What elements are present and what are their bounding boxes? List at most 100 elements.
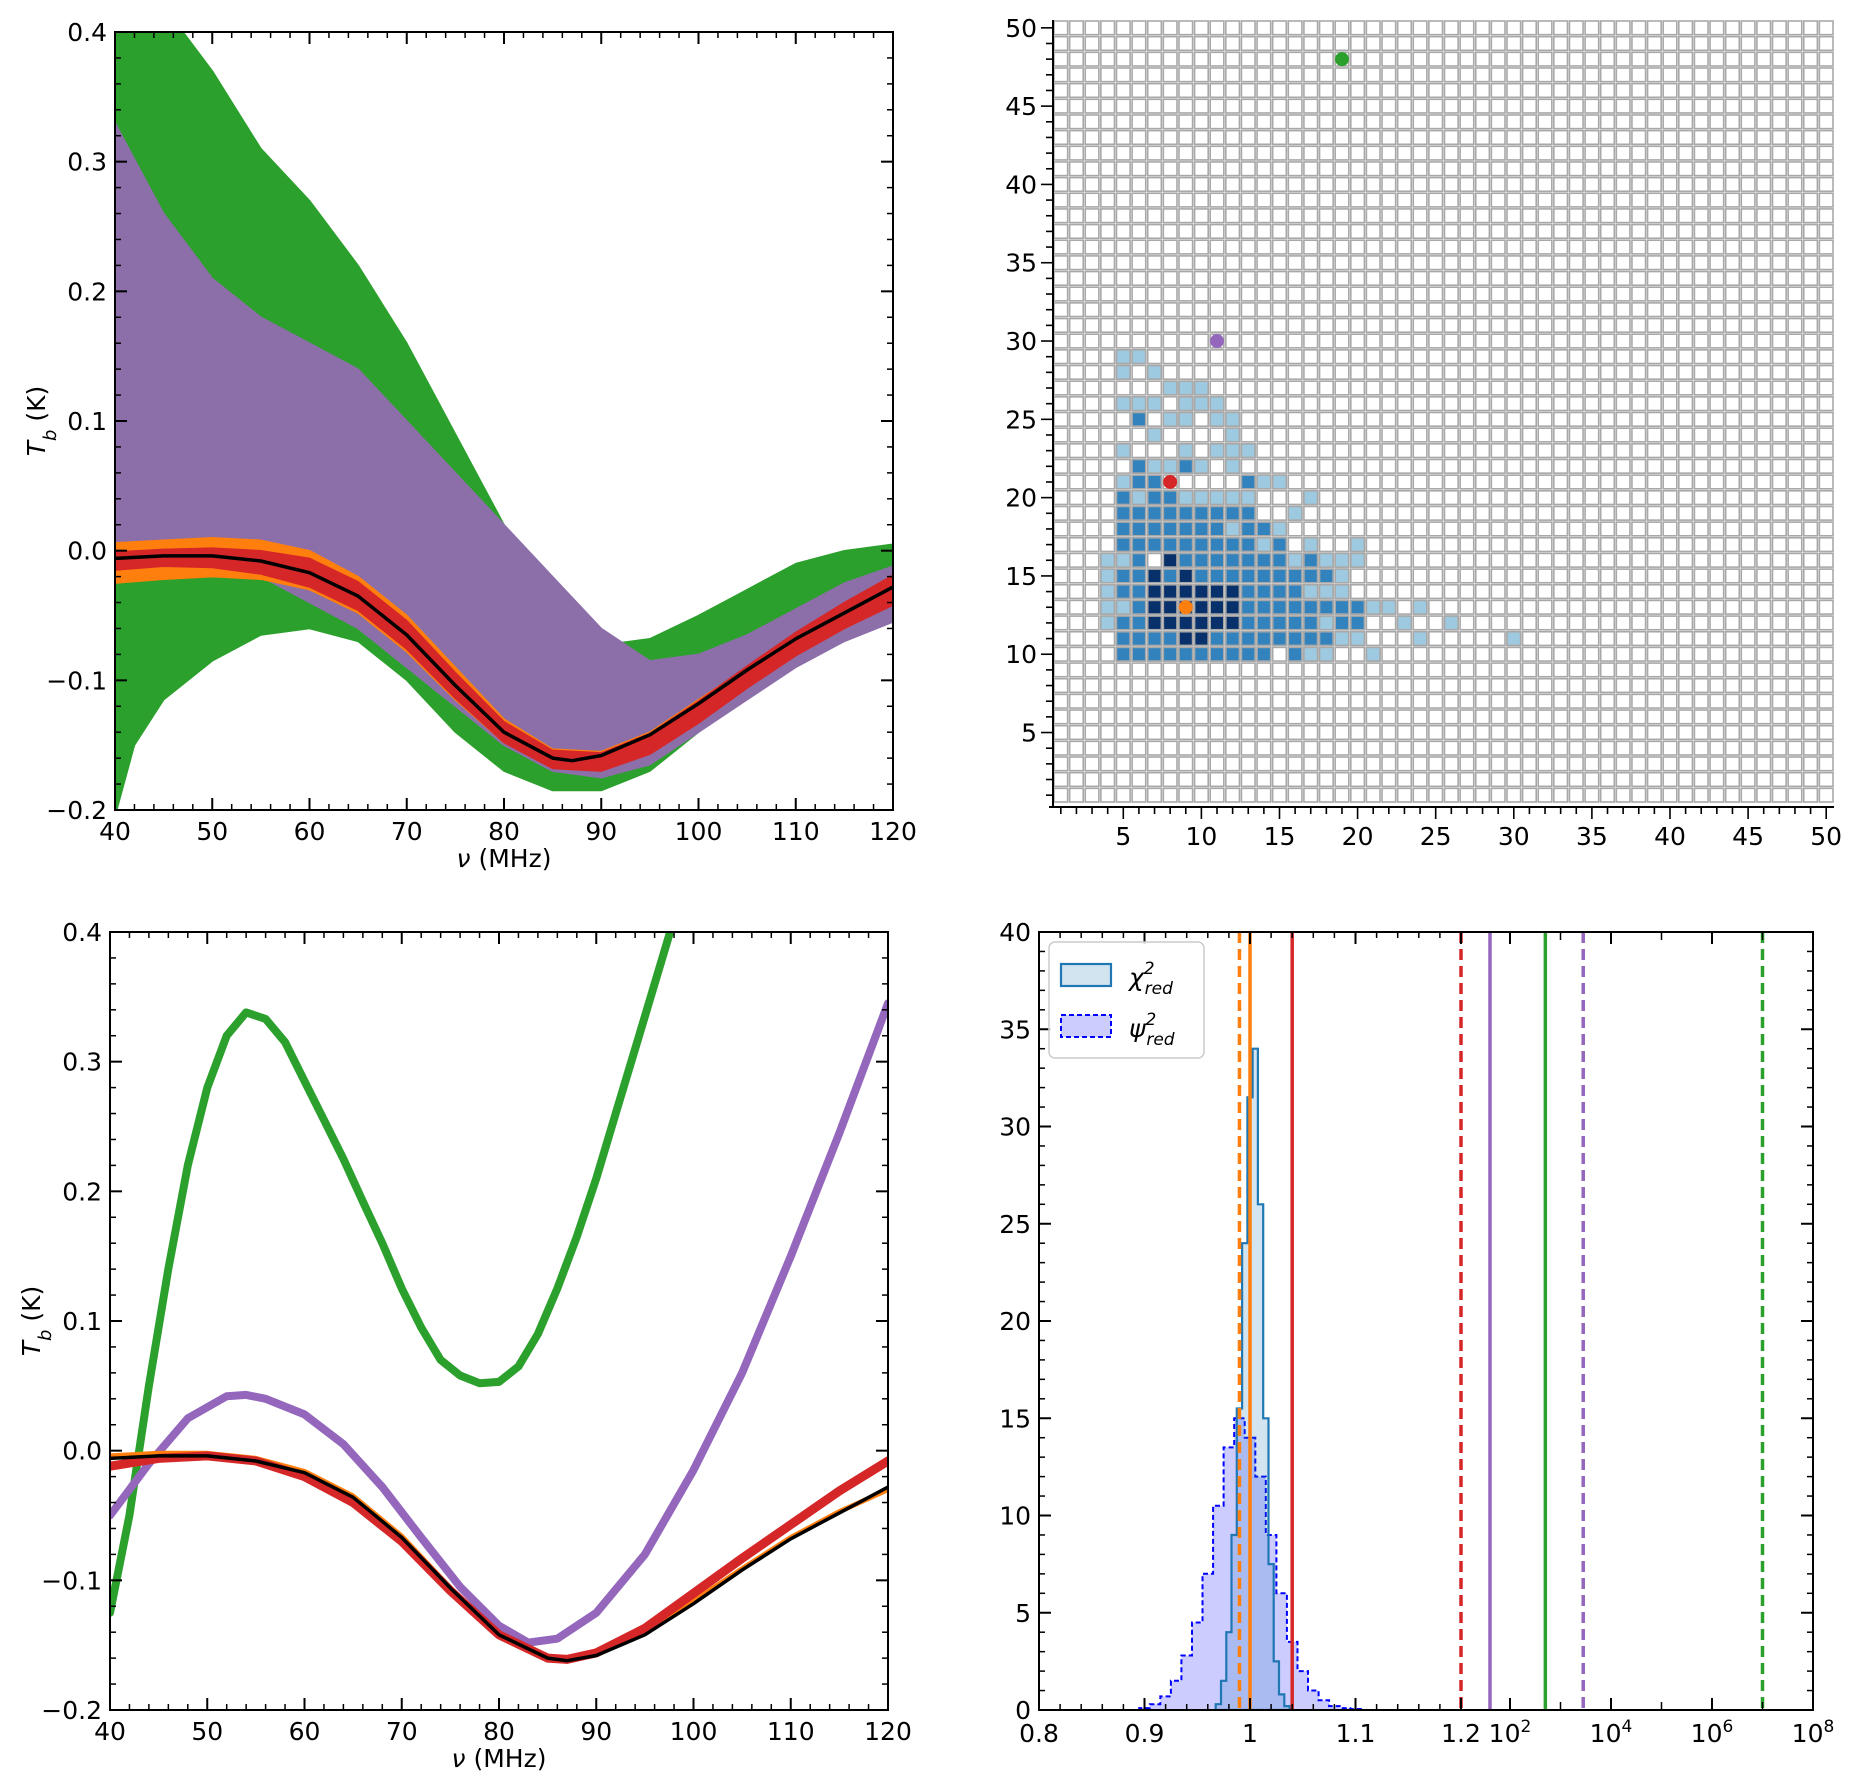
grid-cell xyxy=(1084,489,1100,506)
grid-cell xyxy=(1084,349,1100,365)
grid-cell xyxy=(1818,20,1834,36)
grid-cell xyxy=(1584,176,1600,193)
grid-cell xyxy=(1724,552,1741,568)
grid-cell xyxy=(1709,223,1725,240)
grid-cell xyxy=(1225,662,1241,678)
grid-cell xyxy=(1631,161,1647,177)
grid-cell xyxy=(1584,709,1600,725)
grid-cell xyxy=(1256,396,1272,412)
grid-cell xyxy=(1615,474,1631,490)
grid-cell xyxy=(1521,489,1538,506)
grid-cell xyxy=(1490,740,1506,756)
grid-cell xyxy=(1490,583,1506,600)
grid-cell xyxy=(1068,646,1085,662)
grid-cell xyxy=(1131,724,1147,741)
grid-cell xyxy=(1693,270,1709,287)
grid-cell xyxy=(1443,161,1459,177)
grid-cell xyxy=(1474,380,1491,396)
grid-cell xyxy=(1724,427,1741,443)
grid-cell xyxy=(1802,693,1819,709)
grid-cell xyxy=(1084,787,1100,803)
grid-cell xyxy=(1568,724,1584,741)
grid-cell xyxy=(1131,239,1147,255)
grid-cell xyxy=(1053,255,1069,271)
heatmap-cell-medium xyxy=(1193,646,1209,662)
grid-cell xyxy=(1693,364,1709,380)
grid-cell xyxy=(1162,208,1178,224)
grid-cell xyxy=(1349,208,1366,224)
grid-cell xyxy=(1537,662,1553,678)
grid-cell xyxy=(1584,615,1600,631)
grid-cell xyxy=(1787,458,1803,474)
grid-cell xyxy=(1787,552,1803,568)
grid-cell xyxy=(1646,192,1662,208)
grid-cell xyxy=(1428,82,1444,99)
grid-cell xyxy=(1381,239,1397,255)
grid-cell xyxy=(1568,756,1584,772)
grid-cell xyxy=(1131,176,1147,193)
grid-cell xyxy=(1115,458,1131,474)
grid-cell xyxy=(1349,98,1366,114)
y-tick-label: −0.1 xyxy=(46,666,107,695)
heatmap-cell-medium xyxy=(1115,568,1131,584)
grid-cell xyxy=(1381,286,1397,302)
grid-cell xyxy=(1506,364,1522,380)
grid-cell xyxy=(1646,129,1662,146)
heatmap-cell-dark xyxy=(1178,615,1194,631)
grid-cell xyxy=(1818,286,1834,302)
grid-cell xyxy=(1740,693,1756,709)
grid-cell xyxy=(1693,192,1709,208)
grid-cell xyxy=(1646,333,1662,349)
grid-cell xyxy=(1131,35,1147,52)
grid-cell xyxy=(1428,709,1444,725)
grid-cell xyxy=(1537,145,1553,161)
grid-cell xyxy=(1225,396,1241,412)
grid-cell xyxy=(1818,35,1834,52)
grid-cell xyxy=(1740,364,1756,380)
grid-cell xyxy=(1553,411,1569,427)
grid-cell xyxy=(1756,223,1772,240)
grid-cell xyxy=(1303,693,1319,709)
grid-cell xyxy=(1100,677,1116,694)
heatmap-cell-dark xyxy=(1146,583,1163,600)
grid-cell xyxy=(1412,552,1428,568)
grid-cell xyxy=(1209,724,1225,741)
grid-cell xyxy=(1053,286,1069,302)
grid-cell xyxy=(1303,176,1319,193)
grid-cell xyxy=(1459,427,1475,443)
grid-cell xyxy=(1678,396,1694,412)
grid-cell xyxy=(1693,223,1709,240)
grid-cell xyxy=(1381,458,1397,474)
grid-cell xyxy=(1740,20,1756,36)
grid-cell xyxy=(1724,176,1741,193)
grid-cell xyxy=(1646,646,1662,662)
heatmap-cell-medium xyxy=(1303,599,1319,615)
grid-cell xyxy=(1599,35,1616,52)
heatmap-cell-light xyxy=(1115,349,1131,365)
plot-area xyxy=(115,32,893,810)
heatmap-cell-dark xyxy=(1193,583,1209,600)
heatmap-cell-dark xyxy=(1162,583,1178,600)
grid-cell xyxy=(1459,615,1475,631)
heatmap-cell-light xyxy=(1100,568,1116,584)
grid-cell xyxy=(1724,677,1741,694)
grid-cell xyxy=(1459,646,1475,662)
grid-cell xyxy=(1428,787,1444,803)
grid-cell xyxy=(1740,489,1756,506)
grid-cell xyxy=(1787,380,1803,396)
heatmap-cell-medium xyxy=(1349,615,1366,631)
grid-cell xyxy=(1740,380,1756,396)
grid-cell xyxy=(1553,333,1569,349)
grid-cell xyxy=(1068,35,1085,52)
grid-cell xyxy=(1615,724,1631,741)
grid-cell xyxy=(1490,771,1506,788)
heatmap-cell-dark xyxy=(1209,583,1225,600)
series-line-0 xyxy=(115,554,893,763)
grid-cell xyxy=(1131,333,1147,349)
grid-cell xyxy=(1396,333,1413,349)
grid-cell xyxy=(1599,646,1616,662)
heatmap-cell-light xyxy=(1193,489,1209,506)
heatmap-cell-light xyxy=(1334,568,1350,584)
grid-cell xyxy=(1693,98,1709,114)
heatmap-cell-medium xyxy=(1349,599,1366,615)
